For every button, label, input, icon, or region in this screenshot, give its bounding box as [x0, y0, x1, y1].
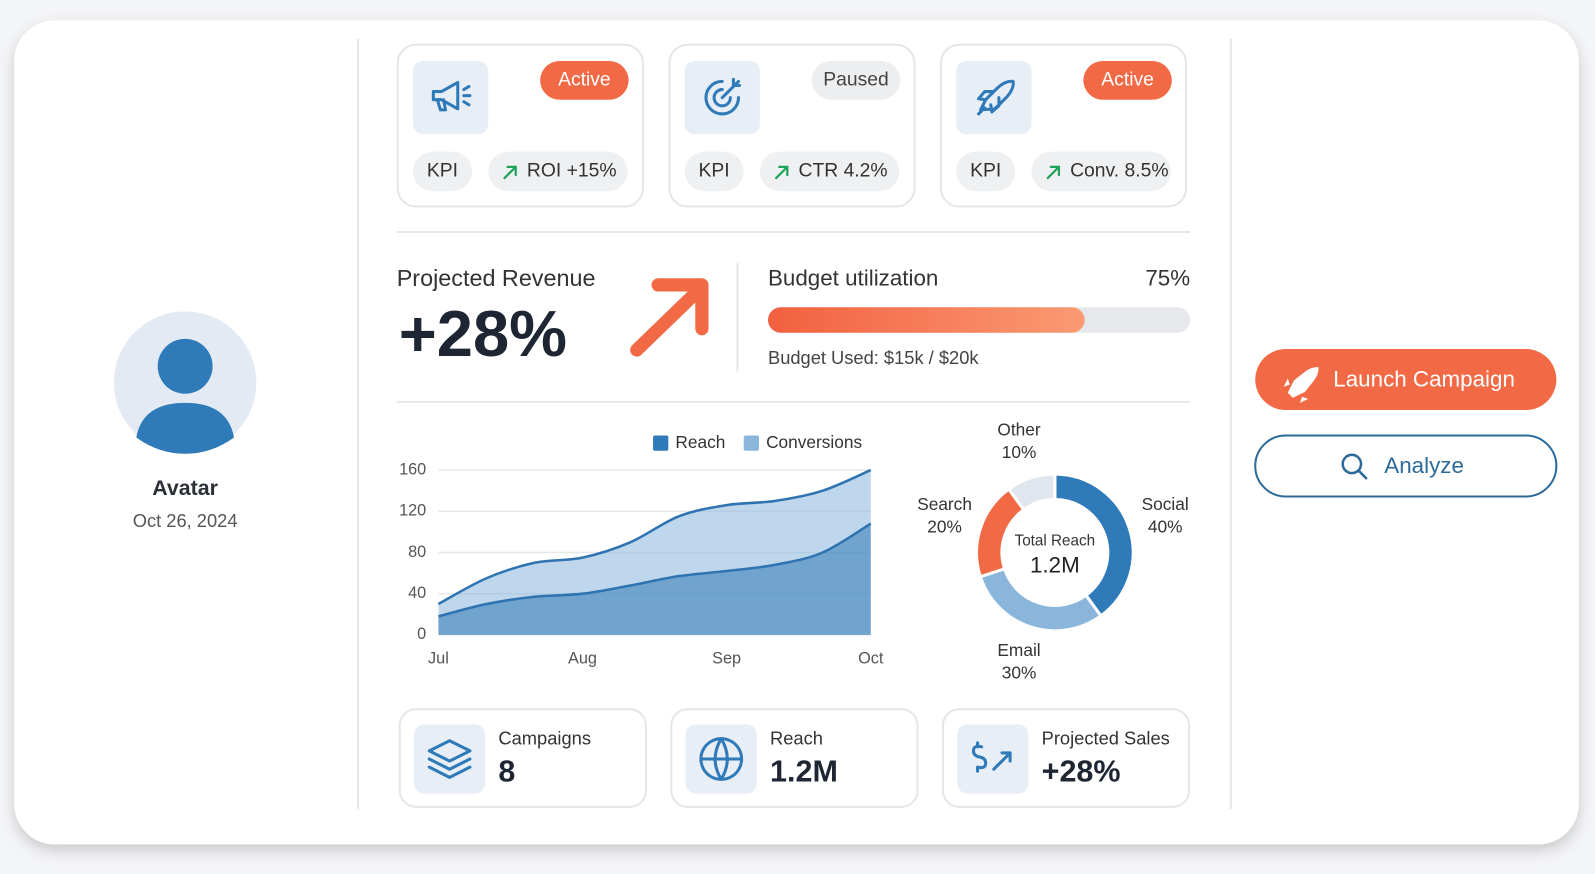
legend-label: Conversions	[766, 432, 862, 452]
donut-value-label: 30%	[1002, 663, 1037, 683]
campaign-icon	[704, 77, 742, 116]
metric-pill	[1031, 151, 1171, 192]
launch-button-bg[interactable]	[1255, 348, 1557, 411]
rocket-icon	[1283, 367, 1319, 403]
metric-label: ROI +15%	[527, 161, 617, 182]
avatar-body	[136, 402, 234, 454]
donut-category: Social	[1142, 494, 1189, 514]
donut-value-label: 40%	[1148, 516, 1183, 536]
stat-value: +28%	[1042, 754, 1121, 788]
legend-swatch	[653, 435, 669, 451]
revenue-label: Projected Revenue	[397, 265, 596, 291]
stat-label: Reach	[770, 728, 823, 749]
x-tick-label: Sep	[712, 650, 741, 668]
stat-icon	[427, 739, 472, 779]
stat-card: Projected Sales +28%	[941, 708, 1191, 808]
budget-note: Budget Used: $15k / $20k	[768, 347, 979, 368]
status-pill	[540, 61, 629, 100]
campaign-card: Active KPI Conv. 8.5%	[939, 43, 1188, 208]
stat-card: Reach 1.2M	[670, 708, 919, 808]
y-tick-label: 40	[408, 584, 426, 602]
budget-fill	[768, 307, 1085, 333]
x-tick-label: Aug	[568, 650, 597, 668]
status-label: Paused	[823, 69, 889, 90]
series-line	[437, 468, 872, 606]
avatar-head	[157, 338, 213, 394]
y-tick-label: 0	[417, 625, 426, 643]
stat-icon-bg	[414, 724, 486, 794]
revenue-value: +28%	[399, 297, 567, 370]
campaign-icon-bg	[956, 61, 1032, 135]
campaign-card: Paused KPI CTR 4.2%	[668, 43, 916, 208]
donut-segment	[1053, 472, 1135, 618]
trend-icon	[1046, 165, 1061, 180]
y-tick-label: 160	[399, 460, 426, 478]
metric-pill	[759, 151, 900, 192]
stat-label: Campaigns	[498, 728, 591, 749]
stat-label: Projected Sales	[1042, 728, 1170, 749]
metric-label: CTR 4.2%	[799, 161, 888, 182]
donut-category: Email	[997, 640, 1040, 660]
profile: Avatar Oct 26, 2024	[113, 311, 257, 531]
donut-center-value: 1.2M	[1030, 553, 1080, 578]
kpi-pill	[684, 151, 744, 192]
analyze-button-label[interactable]: Analyze	[1384, 453, 1464, 478]
status-pill	[811, 61, 901, 100]
donut-category: Other	[997, 420, 1040, 440]
profile-name: Avatar	[152, 476, 218, 500]
legend-swatch	[743, 435, 759, 451]
metric-pill	[488, 151, 628, 192]
profile-date: Oct 26, 2024	[133, 510, 238, 531]
metric-label: Conv. 8.5%	[1070, 161, 1168, 182]
budget-label: Budget utilization	[768, 266, 938, 291]
x-tick-label: Oct	[858, 650, 884, 668]
area-fill	[438, 523, 871, 635]
donut-center-label: Total Reach	[1015, 532, 1096, 549]
y-tick-label: 120	[399, 502, 426, 520]
stat-icon-bg	[957, 724, 1029, 794]
stat-icon	[699, 737, 744, 781]
y-tick-label: 80	[408, 543, 426, 561]
series-line	[438, 522, 872, 618]
kpi-pill	[412, 151, 472, 192]
budget-percent: 75%	[1145, 266, 1190, 291]
campaign-icon-bg	[412, 61, 489, 135]
kpi-pill	[956, 151, 1016, 192]
launch-button-label[interactable]: Launch Campaign	[1333, 366, 1515, 391]
campaign-icon	[977, 79, 1015, 116]
campaign-icon	[431, 80, 472, 112]
analyze-button[interactable]: Analyze	[1254, 434, 1558, 498]
kpi-label: KPI	[970, 161, 1001, 182]
status-label: Active	[1101, 69, 1154, 90]
stat-value: 1.2M	[770, 754, 838, 788]
stat-value: 8	[498, 754, 515, 788]
stat-card: Campaigns 8	[398, 708, 647, 808]
trend-icon	[775, 165, 789, 180]
status-pill	[1083, 61, 1172, 100]
status-label: Active	[558, 69, 611, 90]
donut-value-label: 20%	[927, 516, 962, 536]
donut-category: Search	[917, 494, 972, 514]
x-tick-label: Jul	[428, 650, 449, 668]
analyze-button-bg[interactable]	[1254, 434, 1558, 498]
search-icon-handle	[1357, 469, 1368, 480]
campaign-card: Active KPI ROI +15%	[396, 43, 644, 208]
kpi-label: KPI	[699, 161, 730, 182]
main-card	[14, 20, 1579, 845]
kpi-label: KPI	[427, 161, 458, 182]
search-icon	[1341, 453, 1363, 475]
launch-button[interactable]: Launch Campaign	[1255, 348, 1557, 411]
donut-segment	[1006, 472, 1057, 512]
donut-value-label: 10%	[1002, 442, 1037, 462]
stat-icon	[971, 741, 1012, 773]
trend-arrow	[630, 278, 709, 357]
trend-icon	[503, 165, 517, 180]
legend-label: Reach	[675, 432, 725, 452]
